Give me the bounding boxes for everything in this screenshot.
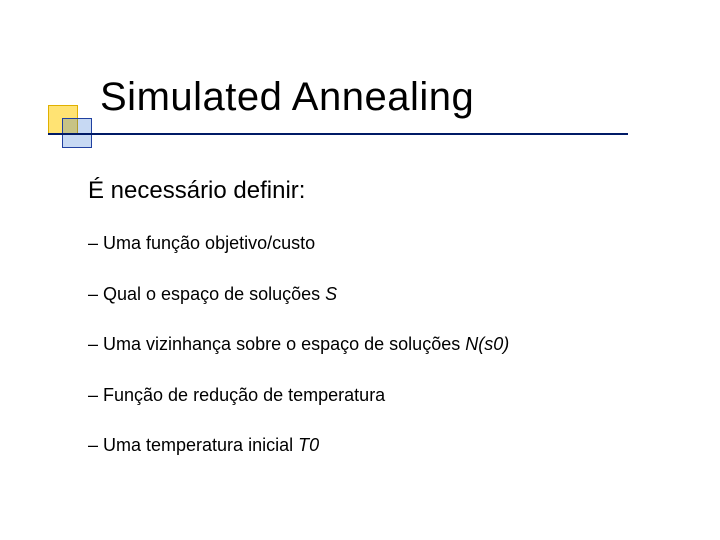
- bullet-list: – Uma função objetivo/custo – Qual o esp…: [88, 232, 648, 485]
- bullet-text: – Função de redução de temperatura: [88, 385, 385, 405]
- list-item: – Uma temperatura inicial T0: [88, 434, 648, 457]
- slide-title: Simulated Annealing: [100, 75, 474, 120]
- title-underline: [48, 133, 628, 135]
- slide-subtitle: É necessário definir:: [88, 177, 305, 205]
- list-item: – Qual o espaço de soluções S: [88, 283, 648, 306]
- list-item: – Função de redução de temperatura: [88, 384, 648, 407]
- bullet-text: – Uma temperatura inicial: [88, 435, 298, 455]
- bullet-italic: S: [325, 284, 337, 304]
- bullet-text: – Qual o espaço de soluções: [88, 284, 325, 304]
- bullet-text: – Uma função objetivo/custo: [88, 233, 315, 253]
- bullet-text: – Uma vizinhança sobre o espaço de soluç…: [88, 334, 465, 354]
- list-item: – Uma vizinhança sobre o espaço de soluç…: [88, 333, 648, 356]
- bullet-italic: T0: [298, 435, 319, 455]
- list-item: – Uma função objetivo/custo: [88, 232, 648, 255]
- bullet-italic: N(s0): [465, 334, 509, 354]
